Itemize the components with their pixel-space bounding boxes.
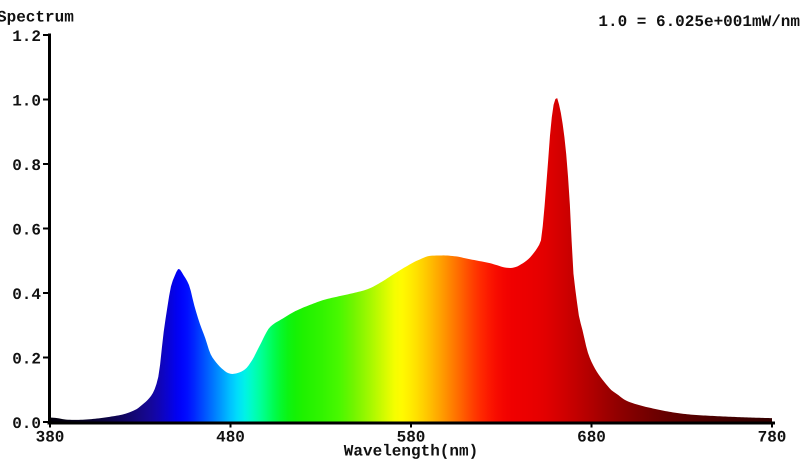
svg-text:1.2: 1.2 — [12, 28, 41, 46]
svg-text:1.0: 1.0 — [12, 93, 41, 111]
svg-text:580: 580 — [397, 428, 426, 446]
svg-text:Spectrum: Spectrum — [0, 9, 74, 27]
svg-text:0.4: 0.4 — [12, 286, 41, 304]
svg-text:0.2: 0.2 — [12, 351, 41, 369]
svg-text:480: 480 — [216, 428, 245, 446]
svg-text:780: 780 — [758, 428, 787, 446]
svg-text:380: 380 — [36, 428, 65, 446]
svg-text:680: 680 — [577, 428, 606, 446]
svg-text:0.8: 0.8 — [12, 157, 41, 175]
svg-text:1.0 = 6.025e+001mW/nm: 1.0 = 6.025e+001mW/nm — [598, 13, 800, 31]
svg-text:0.6: 0.6 — [12, 222, 41, 240]
svg-text:Wavelength(nm): Wavelength(nm) — [344, 443, 478, 461]
svg-text:0.0: 0.0 — [12, 415, 41, 433]
